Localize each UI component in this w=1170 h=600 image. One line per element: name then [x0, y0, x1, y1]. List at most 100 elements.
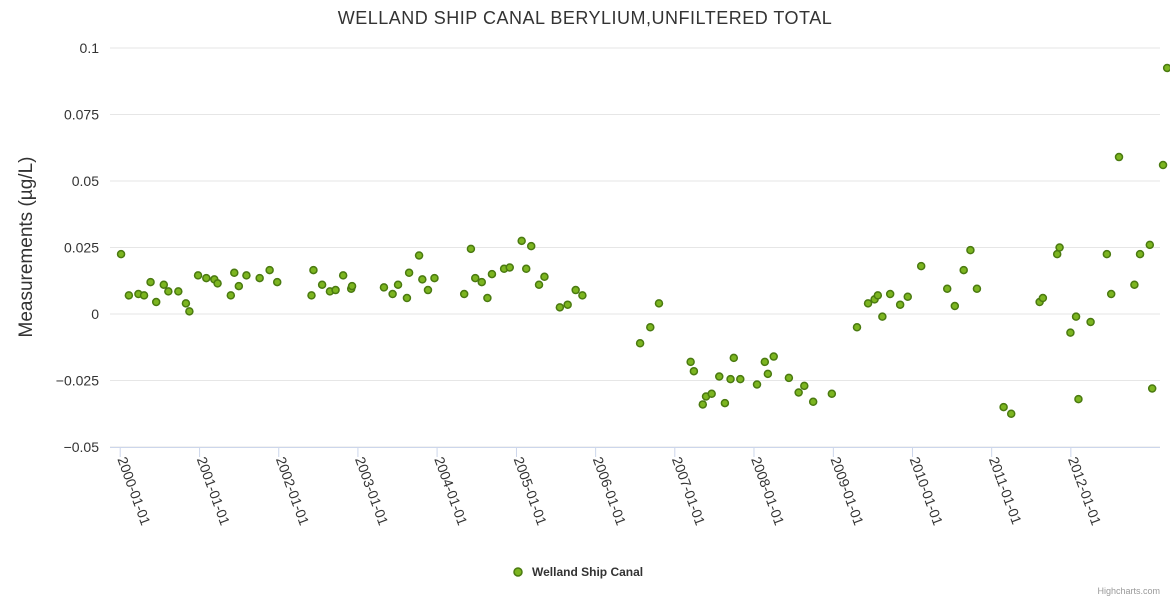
data-point[interactable]	[393, 280, 403, 289]
data-point[interactable]	[139, 291, 149, 300]
data-point[interactable]	[635, 339, 645, 348]
data-point[interactable]	[526, 241, 536, 251]
data-point[interactable]	[654, 299, 664, 308]
data-point[interactable]	[972, 284, 982, 293]
data-point[interactable]	[430, 273, 439, 283]
data-point[interactable]	[1114, 152, 1124, 162]
data-point[interactable]	[1086, 317, 1095, 327]
data-point[interactable]	[873, 291, 883, 300]
data-point[interactable]	[414, 251, 424, 260]
data-point[interactable]	[1071, 312, 1081, 321]
data-point[interactable]	[540, 272, 549, 282]
data-point[interactable]	[916, 261, 926, 271]
data-point[interactable]	[181, 299, 191, 308]
data-point[interactable]	[1006, 409, 1016, 418]
data-point[interactable]	[1135, 249, 1145, 259]
data-point[interactable]	[230, 268, 239, 278]
data-point[interactable]	[1102, 249, 1112, 259]
data-point[interactable]	[1066, 328, 1075, 337]
data-point[interactable]	[555, 303, 565, 312]
data-point[interactable]	[1158, 160, 1168, 170]
data-point[interactable]	[686, 357, 695, 367]
data-point[interactable]	[999, 402, 1008, 412]
data-point[interactable]	[242, 271, 251, 280]
data-point[interactable]	[950, 301, 960, 311]
data-point[interactable]	[404, 268, 414, 278]
data-point[interactable]	[193, 271, 203, 280]
data-point[interactable]	[895, 300, 905, 309]
data-point[interactable]	[471, 273, 480, 283]
data-point[interactable]	[1145, 240, 1155, 250]
data-point[interactable]	[769, 352, 778, 361]
data-point[interactable]	[752, 380, 762, 389]
data-point[interactable]	[459, 289, 469, 299]
data-point[interactable]	[784, 373, 794, 383]
data-point[interactable]	[689, 366, 699, 376]
data-point[interactable]	[255, 273, 264, 283]
data-point[interactable]	[466, 244, 476, 254]
data-point[interactable]	[1106, 289, 1116, 299]
data-point[interactable]	[852, 323, 862, 332]
data-point[interactable]	[347, 281, 357, 291]
data-point[interactable]	[885, 289, 895, 299]
data-point[interactable]	[578, 291, 587, 300]
data-point[interactable]	[331, 285, 340, 295]
data-point[interactable]	[800, 381, 809, 391]
data-point[interactable]	[124, 291, 134, 300]
data-point[interactable]	[1038, 293, 1048, 303]
data-point[interactable]	[715, 372, 724, 381]
credits-link[interactable]: Highcharts.com	[1097, 586, 1160, 596]
data-point[interactable]	[164, 287, 173, 296]
data-point[interactable]	[521, 264, 531, 274]
data-point[interactable]	[863, 299, 873, 308]
data-point[interactable]	[1055, 243, 1064, 252]
data-point[interactable]	[379, 283, 389, 292]
data-point[interactable]	[517, 236, 526, 246]
data-point[interactable]	[402, 293, 412, 303]
data-point[interactable]	[388, 289, 397, 299]
data-point[interactable]	[1074, 394, 1083, 404]
data-point[interactable]	[272, 277, 282, 287]
data-point[interactable]	[1130, 280, 1139, 289]
data-point[interactable]	[534, 280, 544, 289]
data-point[interactable]	[1147, 384, 1157, 393]
data-point[interactable]	[794, 388, 803, 397]
data-point[interactable]	[185, 307, 194, 316]
data-point[interactable]	[726, 374, 735, 384]
data-point[interactable]	[477, 277, 487, 287]
data-point[interactable]	[146, 277, 155, 287]
data-point[interactable]	[151, 297, 161, 307]
data-point[interactable]	[729, 353, 739, 363]
data-point[interactable]	[202, 273, 211, 283]
data-point[interactable]	[1162, 63, 1170, 73]
data-point[interactable]	[309, 265, 318, 275]
data-point[interactable]	[736, 374, 745, 384]
data-point[interactable]	[763, 369, 773, 379]
data-point[interactable]	[505, 263, 514, 272]
data-point[interactable]	[317, 280, 327, 289]
data-point[interactable]	[116, 249, 126, 259]
data-point[interactable]	[760, 357, 770, 367]
data-point[interactable]	[707, 389, 716, 399]
data-point[interactable]	[487, 269, 497, 279]
data-point[interactable]	[226, 291, 236, 300]
data-point[interactable]	[646, 323, 655, 332]
data-point[interactable]	[418, 275, 427, 284]
data-point[interactable]	[903, 292, 912, 301]
data-point[interactable]	[483, 293, 492, 303]
data-point[interactable]	[571, 285, 580, 295]
data-point[interactable]	[307, 291, 316, 300]
data-point[interactable]	[338, 271, 348, 280]
data-point[interactable]	[959, 265, 968, 275]
data-point[interactable]	[698, 400, 708, 409]
data-point[interactable]	[878, 312, 887, 321]
data-point[interactable]	[265, 265, 274, 275]
data-point[interactable]	[720, 398, 730, 408]
legend[interactable]: Welland Ship Canal	[513, 565, 643, 579]
data-point[interactable]	[159, 280, 169, 289]
data-point[interactable]	[942, 284, 952, 293]
data-point[interactable]	[234, 281, 244, 291]
data-point[interactable]	[966, 245, 975, 255]
data-point[interactable]	[563, 300, 572, 309]
data-point[interactable]	[213, 279, 222, 288]
